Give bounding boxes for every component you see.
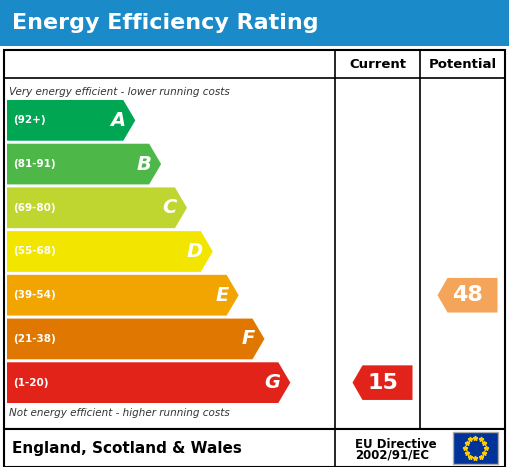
Text: F: F [241, 329, 254, 348]
Polygon shape [7, 187, 187, 228]
Text: Not energy efficient - higher running costs: Not energy efficient - higher running co… [9, 408, 230, 418]
Text: (81-91): (81-91) [13, 159, 55, 169]
Bar [453, 432, 498, 464]
Text: 48: 48 [452, 285, 483, 305]
Text: Potential: Potential [429, 57, 497, 71]
Bar [4, 50, 505, 429]
Text: D: D [187, 242, 203, 261]
Text: B: B [136, 155, 151, 174]
Bar [4, 429, 505, 467]
Text: 15: 15 [367, 373, 398, 393]
Text: (1-20): (1-20) [13, 378, 48, 388]
Text: A: A [110, 111, 125, 130]
Text: G: G [264, 373, 280, 392]
Text: E: E [215, 286, 229, 304]
Text: (21-38): (21-38) [13, 334, 56, 344]
Polygon shape [353, 365, 412, 400]
Polygon shape [438, 278, 497, 312]
Text: England, Scotland & Wales: England, Scotland & Wales [12, 440, 242, 455]
Text: 2002/91/EC: 2002/91/EC [355, 448, 429, 461]
Text: Energy Efficiency Rating: Energy Efficiency Rating [12, 13, 319, 33]
Text: (92+): (92+) [13, 115, 46, 125]
Text: Very energy efficient - lower running costs: Very energy efficient - lower running co… [9, 87, 230, 97]
Polygon shape [7, 231, 213, 272]
Text: Current: Current [349, 57, 406, 71]
Text: EU Directive: EU Directive [355, 438, 437, 451]
Text: (39-54): (39-54) [13, 290, 56, 300]
Text: (69-80): (69-80) [13, 203, 55, 213]
Polygon shape [7, 100, 135, 141]
Text: (55-68): (55-68) [13, 247, 56, 256]
Polygon shape [7, 275, 239, 316]
Text: C: C [163, 198, 177, 217]
Polygon shape [7, 144, 161, 184]
Polygon shape [7, 362, 290, 403]
Polygon shape [7, 318, 265, 359]
Bar [0, 0, 509, 46]
